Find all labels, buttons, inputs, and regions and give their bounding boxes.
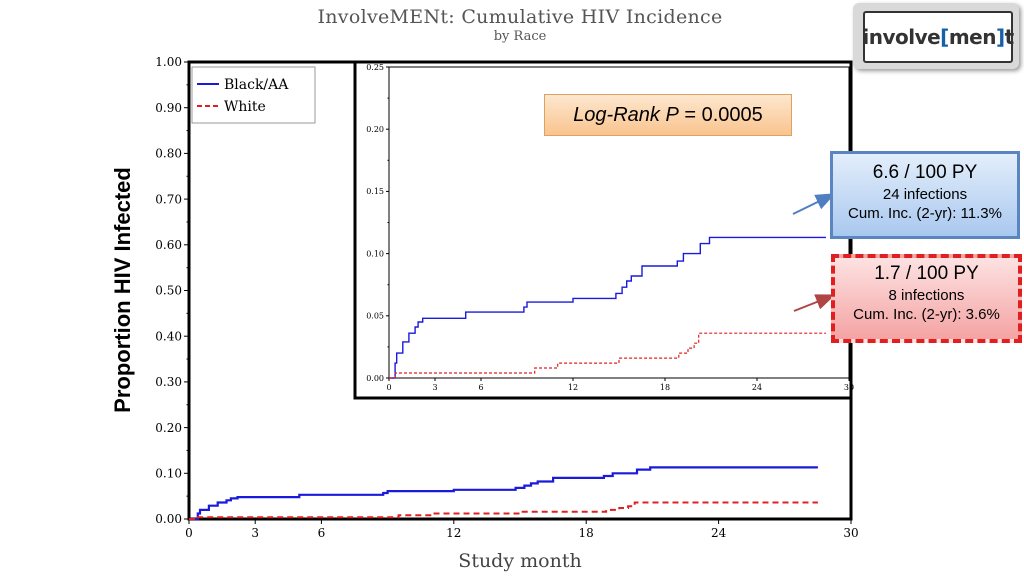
arrow-blue [792, 193, 836, 215]
logo-mid: men [948, 25, 997, 49]
main-y-tick-label: 0.80 [155, 147, 182, 161]
log-rank-label: Log-Rank [573, 103, 660, 126]
main-x-tick-label: 24 [711, 526, 727, 540]
main-y-tick-label: 0.60 [155, 238, 182, 252]
logo-suffix: t [1004, 25, 1015, 49]
involvement-logo: involve[men] t [853, 3, 1019, 69]
legend-label-black: Black/AA [224, 77, 289, 93]
inset-x-tick-label: 12 [568, 383, 578, 392]
inset-x-tick-label: 24 [752, 383, 762, 392]
logo-prefix: involve [862, 25, 941, 49]
black-aa-annotation: 6.6 / 100 PY 24 infections Cum. Inc. (2-… [830, 151, 1020, 239]
inset-series-black [389, 236, 826, 379]
legend-box [191, 66, 316, 124]
chart-subtitle: by Race [493, 29, 547, 44]
arrow-red [793, 294, 836, 312]
inset-y-tick-label: 0.05 [366, 312, 384, 321]
x-axis-label: Study month [458, 550, 582, 572]
white-annotation: 1.7 / 100 PY 8 infections Cum. Inc. (2-y… [831, 254, 1022, 343]
black-infections: 24 infections [882, 186, 968, 203]
main-x-tick-label: 30 [843, 526, 858, 540]
main-y-tick-label: 0.00 [155, 512, 182, 526]
black-rate: 6.6 / 100 PY [872, 162, 978, 183]
main-y-tick-label: 0.30 [155, 375, 182, 389]
inset-y-tick-label: 0.20 [366, 125, 384, 134]
inset-x-tick-label: 18 [660, 383, 670, 392]
legend-label-white: White [224, 99, 266, 115]
main-y-tick-label: 0.20 [155, 421, 182, 435]
white-rate: 1.7 / 100 PY [874, 263, 979, 284]
main-y-tick-label: 1.00 [155, 55, 182, 69]
white-cum-inc: Cum. Inc. (2-yr): 3.6% [853, 306, 1000, 323]
main-x-tick-label: 0 [185, 526, 193, 540]
log-rank-p: P [665, 103, 679, 126]
main-y-tick-label: 0.40 [155, 329, 182, 343]
legend: Black/AA White [191, 66, 316, 124]
chart-title: InvolveMENt: Cumulative HIV Incidence [317, 6, 723, 28]
log-rank-value: = 0.0005 [684, 103, 763, 126]
main-y-tick-label: 0.90 [155, 101, 182, 115]
log-rank-box: Log-Rank P = 0.0005 [544, 94, 792, 136]
inset-y-tick-label: 0.00 [366, 374, 384, 383]
black-cum-inc: Cum. Inc. (2-yr): 11.3% [848, 205, 1002, 222]
inset-x-tick-label: 0 [386, 383, 391, 392]
white-infections: 8 infections [888, 287, 965, 304]
main-series-black [189, 466, 818, 521]
inset-y-tick-label: 0.15 [366, 187, 384, 196]
chart-title-block: InvolveMENt: Cumulative HIV Incidence by… [190, 6, 850, 44]
inset-y-tick-label: 0.25 [366, 63, 384, 72]
inset-x-tick-label: 30 [844, 383, 854, 392]
main-x-tick-label: 12 [446, 526, 461, 540]
main-y-tick-label: 0.70 [155, 192, 182, 206]
inset-y-tick-label: 0.10 [366, 249, 384, 258]
inset-series-white [389, 332, 826, 379]
main-y-tick-label: 0.50 [155, 284, 182, 298]
main-x-tick-label: 3 [251, 526, 259, 540]
inset-x-tick-label: 6 [478, 383, 483, 392]
main-x-tick-label: 18 [579, 526, 594, 540]
inset-x-tick-label: 3 [432, 383, 437, 392]
main-y-tick-label: 0.10 [155, 467, 182, 481]
logo-inner: involve[men] t [862, 11, 1015, 63]
main-x-tick-label: 6 [318, 526, 326, 540]
logo-left-bracket: [ [940, 25, 949, 49]
main-series-white [189, 501, 818, 520]
logo-right-bracket: ] [995, 25, 1005, 49]
